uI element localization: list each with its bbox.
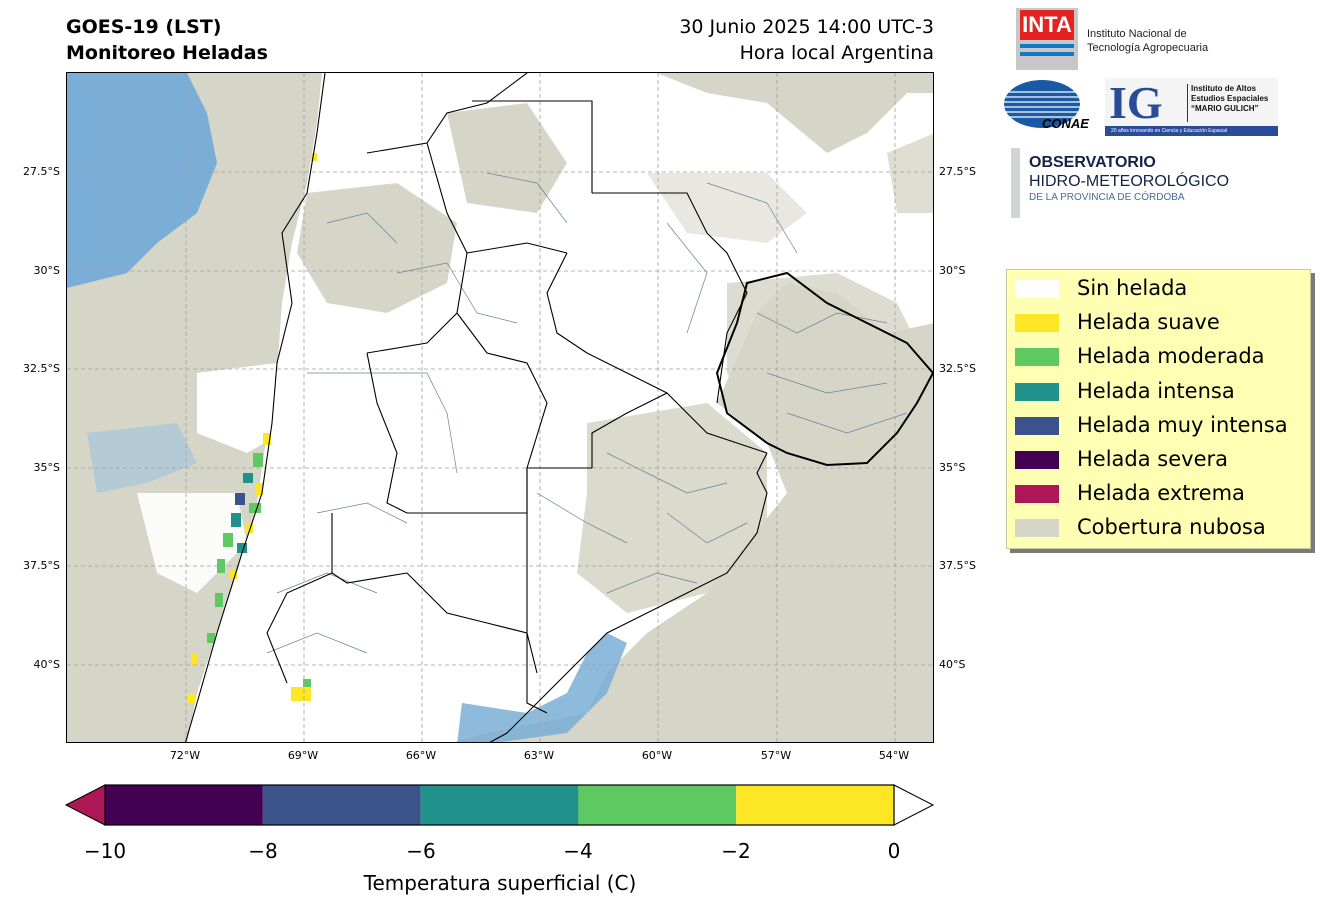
lon-label-3: 66°W <box>405 749 437 762</box>
inta-logo-text: Instituto Nacional de Tecnología Agropec… <box>1087 27 1208 55</box>
inta-logo-mark: INTA <box>1020 10 1074 40</box>
map-datetime: 30 Junio 2025 14:00 UTC-3 Hora local Arg… <box>679 14 934 66</box>
observatorio-line-1: OBSERVATORIO <box>1029 154 1156 171</box>
lon-label-4: 63°W <box>523 749 555 762</box>
colorbar <box>64 784 935 826</box>
lon-label-7: 54°W <box>878 749 910 762</box>
colorbar-tick-5: −2 <box>721 839 751 863</box>
legend-label: Helada muy intensa <box>1077 412 1288 437</box>
lat-label-right-4: 35°S <box>939 461 966 474</box>
lat-label-right-1: 27.5°S <box>939 165 976 178</box>
ig-logo-tagline: 20 años innovando en Ciencia y Educación… <box>1105 126 1278 136</box>
colorbar-tick-1: −10 <box>83 839 127 863</box>
legend-label: Sin helada <box>1077 276 1188 300</box>
observatorio-line-2: HIDRO-METEOROLÓGICO <box>1029 173 1230 190</box>
legend-label: Helada moderada <box>1077 344 1265 369</box>
cloud-patch-buenos-aires <box>577 403 767 613</box>
colorbar-over-extension <box>893 784 935 826</box>
lat-label-left-5: 37.5°S <box>23 559 60 572</box>
legend-swatch <box>1015 519 1059 538</box>
graticule <box>67 73 933 742</box>
colorbar-segment-1 <box>105 785 263 825</box>
colorbar-tick-3: −6 <box>406 839 436 863</box>
legend-label: Helada intensa <box>1077 378 1235 403</box>
colorbar-segments <box>105 785 894 825</box>
lat-label-right-3: 32.5°S <box>939 362 976 375</box>
title-line-2: Monitoreo Heladas <box>66 42 268 64</box>
colorbar-segment-5 <box>736 785 894 825</box>
legend-label: Helada extrema <box>1077 481 1245 506</box>
lon-label-5: 60°W <box>641 749 673 762</box>
colorbar-segment-3 <box>420 785 579 825</box>
colorbar-under-extension <box>64 784 106 826</box>
inta-name-line-1: Instituto Nacional de <box>1087 28 1187 40</box>
lat-label-right-6: 40°S <box>939 658 966 671</box>
colorbar-label: Temperatura superficial (C) <box>363 871 637 895</box>
cloud-patch-misiones <box>887 133 933 213</box>
clear-patch-west <box>197 363 282 453</box>
title-line-1: GOES-19 (LST) <box>66 16 222 38</box>
conae-logo-mark: CONAE <box>1042 116 1089 131</box>
datetime-line-1: 30 Junio 2025 14:00 UTC-3 <box>679 16 934 38</box>
lat-label-left-4: 35°S <box>33 461 60 474</box>
pacific-clear-area <box>67 73 217 288</box>
lon-label-6: 57°W <box>760 749 792 762</box>
legend-label: Helada severa <box>1077 447 1228 471</box>
observatorio-logo: OBSERVATORIO HIDRO-METEOROLÓGICO DE LA P… <box>1029 154 1229 204</box>
ig-logo-text: Instituto de Altos Estudios Espaciales “… <box>1191 84 1269 113</box>
colorbar-frame <box>104 784 895 826</box>
map-canvas <box>67 73 933 742</box>
colorbar-segment-4 <box>578 785 737 825</box>
legend-swatch <box>1015 314 1059 333</box>
legend-label: Cobertura nubosa <box>1077 515 1266 540</box>
conae-logo <box>1004 80 1080 128</box>
inta-logo: INTA <box>1016 8 1078 70</box>
colorbar-tick-2: −8 <box>248 839 278 863</box>
map-title: GOES-19 (LST) Monitoreo Heladas <box>66 14 268 66</box>
legend-swatch <box>1015 348 1059 367</box>
inta-name-line-2: Tecnología Agropecuaria <box>1087 42 1209 54</box>
cloud-patch-northwest <box>297 183 457 313</box>
atlantic-clear-area <box>457 633 627 742</box>
colorbar-segment-2 <box>262 785 421 825</box>
legend-swatch <box>1015 416 1059 435</box>
uruguay-border <box>715 271 933 467</box>
frost-legend: Sin helada Helada suave Helada moderada Hel… <box>1006 269 1311 549</box>
lat-label-left-6: 40°S <box>33 658 60 671</box>
colorbar-tick-6: 0 <box>887 839 901 863</box>
lat-label-left-2: 30°S <box>33 264 60 277</box>
legend-swatch <box>1015 451 1059 469</box>
provincial-boundaries <box>185 73 768 742</box>
legend-swatch <box>1015 382 1059 401</box>
cloud-patch-north <box>447 103 567 213</box>
ig-logo: IG Instituto de Altos Estudios Espaciale… <box>1105 77 1278 136</box>
pacific-patch <box>87 423 197 493</box>
department-boundaries <box>266 172 908 654</box>
datetime-line-2: Hora local Argentina <box>739 42 934 64</box>
lat-label-left-1: 27.5°S <box>23 165 60 178</box>
frost-map <box>66 72 934 743</box>
legend-swatch <box>1015 485 1059 504</box>
lat-label-left-3: 32.5°S <box>23 362 60 375</box>
observatorio-logo-bar <box>1011 148 1020 218</box>
legend-label: Helada suave <box>1077 310 1220 335</box>
legend-swatch <box>1015 280 1059 298</box>
atlantic-coastline <box>489 452 768 742</box>
observatorio-line-3: DE LA PROVINCIA DE CÓRDOBA <box>1029 192 1185 203</box>
lon-label-1: 72°W <box>169 749 201 762</box>
lon-label-2: 69°W <box>287 749 319 762</box>
lat-label-right-5: 37.5°S <box>939 559 976 572</box>
ig-logo-mark: IG <box>1109 77 1163 128</box>
lat-label-right-2: 30°S <box>939 264 966 277</box>
cloud-patch-northeast <box>647 173 807 243</box>
colorbar-tick-4: −4 <box>563 839 593 863</box>
